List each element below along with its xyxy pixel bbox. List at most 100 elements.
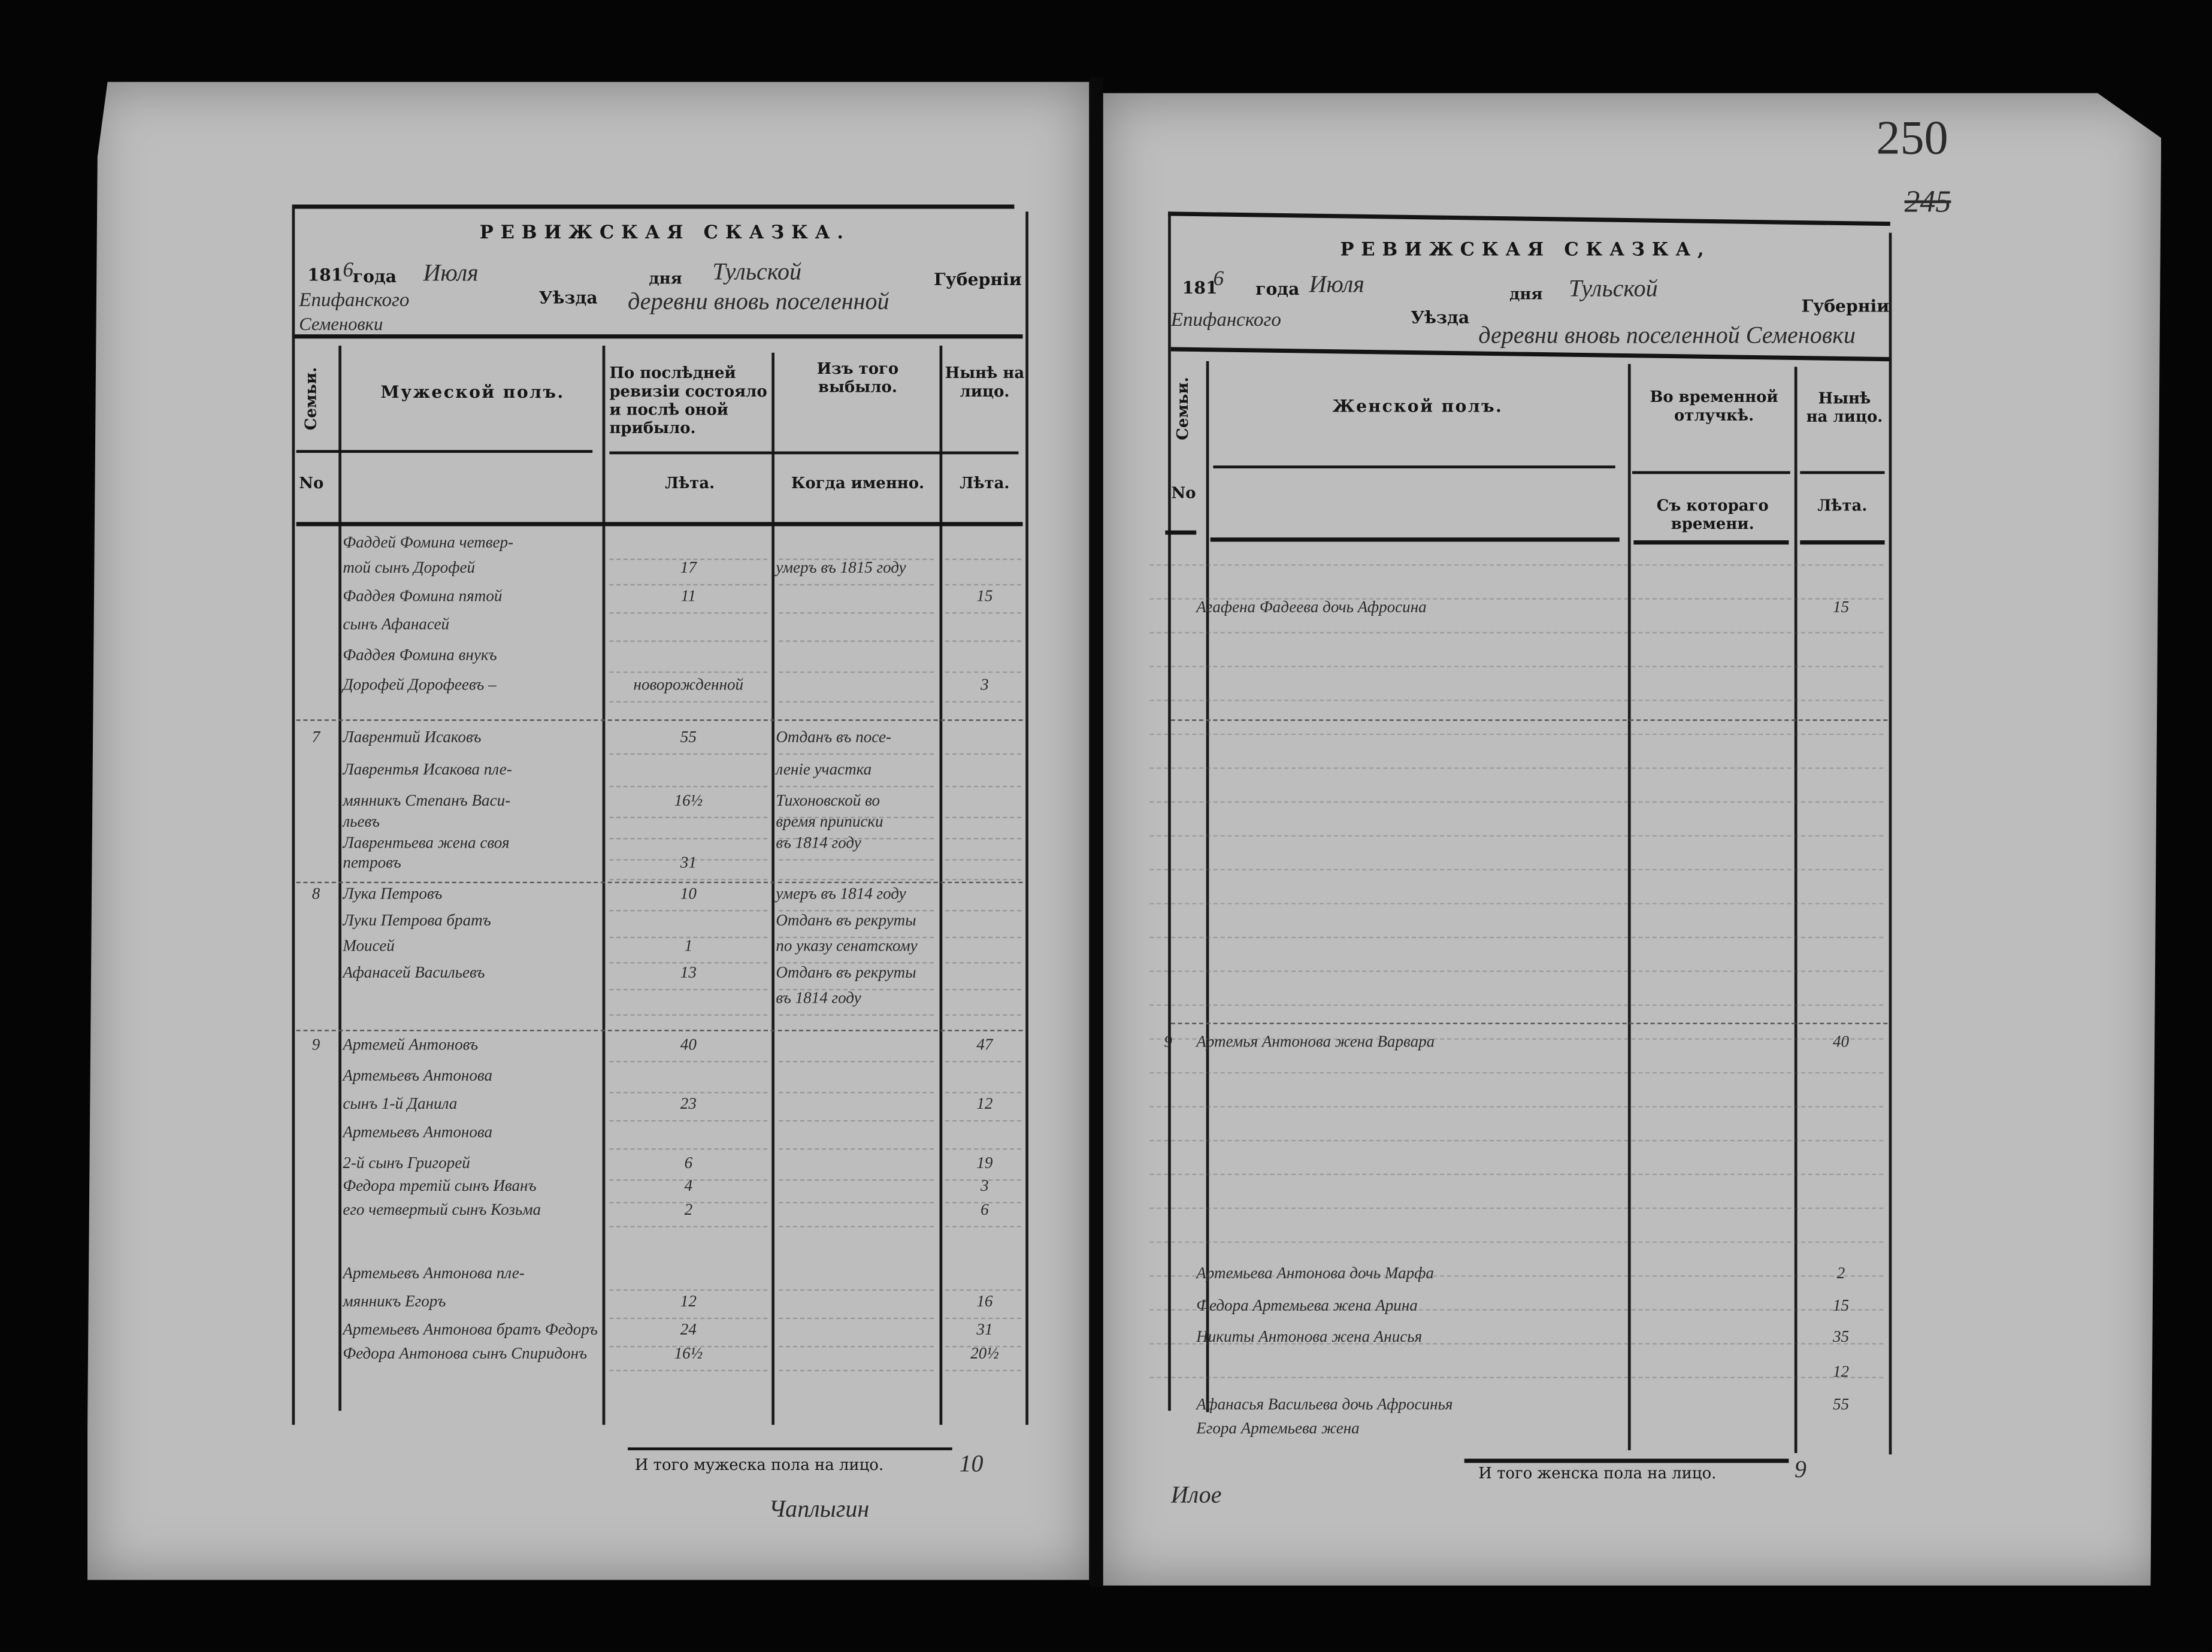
row-dash <box>1149 903 1884 904</box>
current-age: 19 <box>976 1155 993 1173</box>
row-dash <box>1149 632 1884 634</box>
col-no-header: No <box>299 474 324 492</box>
col-family-header: Семьи. <box>302 367 320 431</box>
row-dash <box>779 584 934 586</box>
right-signature: Илое <box>1170 1481 1222 1508</box>
col-prev-sub: Лѣта. <box>665 474 715 492</box>
person-name: Артемьева Антонова дочь Марфа <box>1196 1265 1434 1282</box>
person-name: Федора третій сынъ Иванъ <box>343 1178 537 1195</box>
person-name: Фаддей Фомина четвер- <box>343 534 514 552</box>
row-dash <box>945 1369 1022 1372</box>
col-no-header: No <box>1171 483 1196 503</box>
person-name: Лаврентья Исакова пле- <box>343 761 512 779</box>
row-dash <box>945 1345 1022 1348</box>
prev-age: 24 <box>680 1321 697 1339</box>
departure-when: Отданъ въ рекруты <box>776 964 916 982</box>
prev-age: 4 <box>684 1178 693 1195</box>
current-age: 31 <box>976 1321 993 1339</box>
page-number-struck: 245 <box>1904 183 1951 219</box>
family-number: 8 <box>311 886 320 903</box>
row-dash <box>945 837 1022 840</box>
province-handwritten: Тульской <box>712 258 802 285</box>
row-dash <box>609 1148 768 1150</box>
village-handwritten: деревни вновь поселенной <box>628 288 889 315</box>
row-dash <box>945 936 1022 939</box>
row-dash <box>945 671 1022 673</box>
prev-age: 13 <box>680 964 697 982</box>
row-dash <box>779 1014 934 1016</box>
row-dash <box>609 1014 768 1016</box>
prev-age: 10 <box>680 886 697 903</box>
row-dash <box>1149 1241 1884 1243</box>
row-dash <box>609 837 768 840</box>
row-dash <box>945 612 1022 614</box>
person-name: Агафена Фадеева дочь Афросина <box>1196 599 1427 617</box>
family-separator <box>296 882 1023 884</box>
row-dash <box>945 1014 1022 1016</box>
row-dash <box>1149 1140 1884 1142</box>
col-now-header: Нынѣ на лицо. <box>945 364 1025 401</box>
row-dash <box>609 910 768 912</box>
district-handwritten: Епифанского <box>1170 310 1281 332</box>
prev-age: 2 <box>684 1202 693 1219</box>
row-dash <box>609 1091 768 1094</box>
row-dash <box>945 962 1022 964</box>
row-dash <box>609 612 768 614</box>
family-number: 9 <box>1164 1034 1172 1051</box>
current-age: 6 <box>981 1202 989 1219</box>
row-dash <box>1149 700 1884 701</box>
prev-age: 23 <box>680 1096 697 1114</box>
col-male-header: Мужеской полъ. <box>380 382 565 403</box>
row-dash <box>609 1289 768 1291</box>
person-name: Фаддея Фомина внукъ <box>343 648 497 665</box>
row-dash <box>1149 1106 1884 1108</box>
row-dash <box>1149 564 1884 566</box>
male-total-value: 10 <box>959 1450 984 1477</box>
person-name: льевъ <box>343 813 380 831</box>
col-left-sub: Когда именно. <box>791 474 925 492</box>
month-handwritten: Июля <box>423 259 479 287</box>
col-prev-header: По послѣдней ревизіи состояло и послѣ он… <box>609 364 767 438</box>
family-number: 9 <box>311 1037 320 1054</box>
row-dash <box>779 1289 934 1291</box>
row-dash <box>609 558 768 561</box>
row-dash <box>1149 767 1884 769</box>
person-name: Никиты Антонова жена Анисья <box>1196 1329 1423 1346</box>
family-separator <box>296 1030 1023 1031</box>
row-dash <box>1149 1173 1884 1175</box>
prev-age: 16½ <box>674 792 703 810</box>
row-dash <box>779 936 934 939</box>
page-number: 250 <box>1876 113 1948 165</box>
row-dash <box>1149 1072 1884 1074</box>
gubernii-label: Губерніи <box>934 269 1022 289</box>
row-dash <box>1149 1309 1884 1311</box>
person-name: Артемьевъ Антонова <box>343 1124 493 1142</box>
row-dash <box>779 1202 934 1203</box>
row-dash <box>779 1317 934 1320</box>
col-temp-header: Во временной отлучкѣ. <box>1650 388 1778 425</box>
row-dash <box>779 558 934 561</box>
row-dash <box>779 612 934 614</box>
village2-handwritten: Семеновки <box>299 313 383 335</box>
row-dash <box>779 1369 934 1372</box>
prev-age: 12 <box>680 1293 697 1311</box>
district-handwritten: Епифанского <box>299 291 410 312</box>
row-dash <box>945 584 1022 586</box>
row-dash <box>779 962 934 964</box>
current-age: 12 <box>1832 1364 1850 1381</box>
row-dash <box>1149 936 1884 939</box>
person-name: мянникъ Егоръ <box>343 1293 446 1311</box>
row-dash <box>779 910 934 912</box>
row-dash <box>779 859 934 861</box>
row-dash <box>1149 1376 1884 1379</box>
row-dash <box>945 753 1022 755</box>
year-handwritten: 6 <box>343 259 353 283</box>
family-separator <box>1170 1022 1888 1024</box>
person-name: Лука Петровъ <box>343 886 443 903</box>
row-dash <box>945 1289 1022 1291</box>
person-name: петровъ <box>343 855 401 872</box>
row-dash <box>945 859 1022 861</box>
row-dash <box>945 816 1022 819</box>
row-dash <box>779 988 934 991</box>
row-dash <box>779 640 934 642</box>
